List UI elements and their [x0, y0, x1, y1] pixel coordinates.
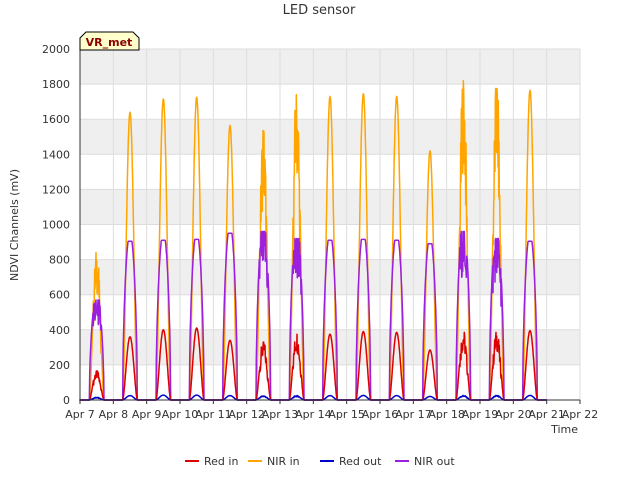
- y-tick-label: 1400: [42, 148, 70, 161]
- x-tick-label: Apr 21: [528, 408, 565, 421]
- legend-label: Red in: [204, 455, 238, 468]
- x-tick-label: Apr 8: [99, 408, 129, 421]
- x-tick-label: Apr 11: [195, 408, 232, 421]
- station-badge: VR_met: [79, 31, 140, 51]
- y-tick-label: 200: [49, 359, 70, 372]
- y-tick-label: 1200: [42, 183, 70, 196]
- y-tick-label: 1600: [42, 113, 70, 126]
- x-tick-label: Apr 19: [462, 408, 499, 421]
- y-tick-label: 2000: [42, 43, 70, 56]
- y-tick-label: 600: [49, 289, 70, 302]
- y-axis-label: NDVI Channels (mV): [8, 169, 21, 281]
- x-tick-label: Apr 14: [295, 408, 332, 421]
- x-tick-label: Apr 7: [65, 408, 95, 421]
- x-tick-label: Apr 18: [428, 408, 465, 421]
- legend-label: NIR in: [267, 455, 300, 468]
- legend-label: NIR out: [414, 455, 455, 468]
- badge-shape: [79, 31, 140, 51]
- x-tick-label: Apr 13: [262, 408, 299, 421]
- y-tick-labels: 0 200 400 600 800 1000 1200 1400 1600 1800 2000: [42, 43, 70, 407]
- x-tick-label: Apr 16: [362, 408, 399, 421]
- legend-label: Red out: [339, 455, 382, 468]
- plot-band: [80, 259, 580, 295]
- legend: Red in NIR in Red out NIR out: [185, 455, 455, 468]
- y-tick-label: 400: [49, 324, 70, 337]
- axes: [79, 49, 580, 401]
- x-tick-label: Apr 17: [395, 408, 432, 421]
- x-tick-label: Apr 15: [328, 408, 365, 421]
- y-tick-label: 1800: [42, 78, 70, 91]
- plot-band: [80, 189, 580, 225]
- x-tick-label: Apr 12: [228, 408, 265, 421]
- x-tick-label: Apr 20: [495, 408, 532, 421]
- chart-title: LED sensor: [283, 3, 356, 18]
- x-tick-label: Apr 9: [132, 408, 162, 421]
- badge-label: VR_met: [86, 36, 133, 49]
- plot-band: [80, 49, 580, 85]
- y-tick-label: 1000: [42, 219, 70, 232]
- plot-band: [80, 119, 580, 155]
- x-tick-label: Apr 22: [562, 408, 599, 421]
- y-tick-label: 0: [63, 394, 70, 407]
- x-axis-label: Time: [550, 423, 578, 436]
- y-tick-label: 800: [49, 254, 70, 267]
- x-tick-label: Apr 10: [162, 408, 199, 421]
